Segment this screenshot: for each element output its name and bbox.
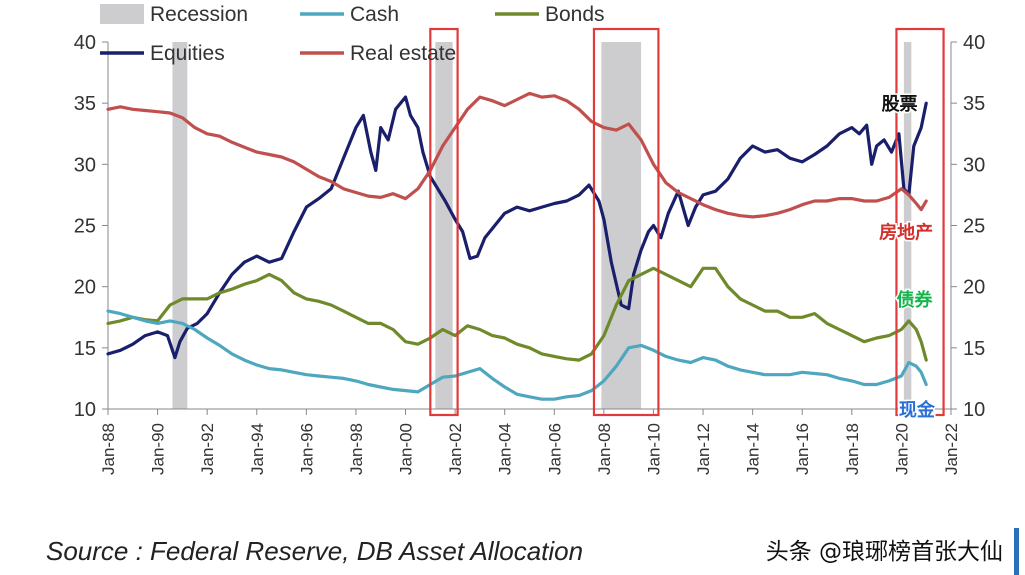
recession-band <box>601 42 642 409</box>
watermark-text: 头条 @琅琊榜首张大仙 <box>765 539 1003 565</box>
y-tick-label-left: 30 <box>74 154 96 176</box>
y-tick-label-right: 30 <box>963 154 985 176</box>
y-tick-label-left: 40 <box>74 32 96 54</box>
x-tick-label: Jan-00 <box>397 423 416 475</box>
series-line-bonds <box>106 266 928 362</box>
x-tick-label: Jan-96 <box>297 423 316 475</box>
x-tick-label: Jan-04 <box>496 423 515 475</box>
x-tick-label: Jan-90 <box>149 423 168 475</box>
x-tick-label: Jan-10 <box>644 423 663 475</box>
x-tick-label: Jan-88 <box>99 423 118 475</box>
y-tick-label-right: 25 <box>963 216 985 238</box>
x-tick-label: Jan-06 <box>545 423 564 475</box>
annotation-label: 股票 <box>881 94 918 115</box>
legend-label-bonds: Bonds <box>545 3 605 26</box>
edge-accent-bar <box>1014 528 1019 575</box>
x-tick-label: Jan-22 <box>942 423 961 475</box>
x-tick-label: Jan-08 <box>595 423 614 475</box>
y-tick-label-right: 35 <box>963 93 985 115</box>
series-line-real-estate <box>106 91 928 219</box>
y-tick-label-left: 10 <box>74 399 96 421</box>
y-tick-label-left: 15 <box>74 338 96 360</box>
recession-band <box>172 42 188 409</box>
x-tick-label: Jan-20 <box>892 423 911 475</box>
annotation-label: 债券 <box>896 289 933 311</box>
x-tick-label: Jan-18 <box>843 423 862 475</box>
y-tick-label-left: 35 <box>74 93 96 115</box>
chart-legend: Recession Cash Bonds Equities Real estate <box>100 3 605 65</box>
annotation-label: 现金 <box>899 399 936 421</box>
highlight-box <box>429 27 459 417</box>
legend-label-equities: Equities <box>150 42 225 65</box>
highlight-box <box>592 27 660 417</box>
x-tick-label: Jan-02 <box>446 423 465 475</box>
y-tick-label-right: 10 <box>963 399 985 421</box>
legend-swatch-recession <box>100 4 144 24</box>
x-tick-label: Jan-92 <box>198 423 217 475</box>
y-tick-label-left: 25 <box>74 216 96 238</box>
y-tick-label-right: 20 <box>963 277 985 299</box>
x-tick-label: Jan-94 <box>248 423 267 475</box>
series-line-equities <box>106 95 928 360</box>
recession-band <box>903 42 912 409</box>
x-tick-label: Jan-12 <box>694 423 713 475</box>
chart-series <box>106 91 928 401</box>
highlight-boxes <box>429 27 945 417</box>
series-line-cash <box>106 309 928 401</box>
x-tick-label: Jan-16 <box>793 423 812 475</box>
y-tick-label-right: 15 <box>963 338 985 360</box>
legend-label-recession: Recession <box>150 3 248 26</box>
y-tick-label-left: 20 <box>74 277 96 299</box>
chart-axes: 10 10 15 15 20 20 25 25 30 30 35 35 40 40 Jan-88 Jan-90… <box>74 32 986 475</box>
x-tick-label: Jan-98 <box>347 423 366 475</box>
recession-band <box>435 42 453 409</box>
highlight-box <box>895 27 945 417</box>
x-tick-label: Jan-14 <box>744 423 763 475</box>
y-tick-label-right: 40 <box>963 32 985 54</box>
source-caption: Source : Federal Reserve, DB Asset Alloc… <box>46 536 584 566</box>
legend-label-real-estate: Real estate <box>350 42 456 65</box>
legend-label-cash: Cash <box>350 3 399 26</box>
annotation-label: 房地产 <box>879 222 933 244</box>
